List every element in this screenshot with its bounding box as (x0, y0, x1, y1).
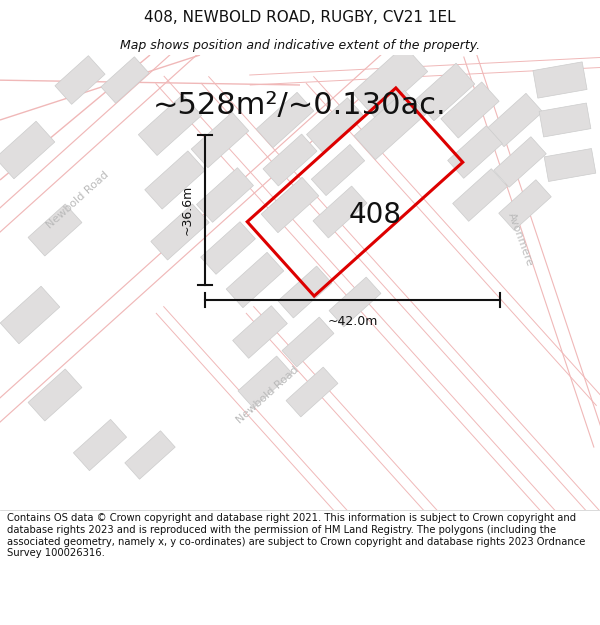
Bar (145, 151, 205, 209)
Bar (200, 222, 256, 274)
Bar (28, 369, 82, 421)
Bar (263, 134, 317, 186)
Bar (452, 169, 508, 221)
Bar (533, 62, 587, 98)
Text: 408: 408 (349, 201, 401, 229)
Bar (191, 112, 249, 168)
Bar (233, 306, 287, 358)
Bar (307, 98, 364, 152)
Bar (499, 180, 551, 230)
Bar (544, 149, 596, 181)
Text: ~36.6m: ~36.6m (181, 185, 193, 235)
Bar (28, 204, 82, 256)
Bar (313, 186, 367, 238)
Bar (256, 92, 314, 148)
Bar (261, 177, 319, 232)
Text: Contains OS data © Crown copyright and database right 2021. This information is : Contains OS data © Crown copyright and d… (7, 514, 586, 558)
Bar (415, 63, 475, 121)
Bar (282, 317, 334, 367)
Bar (73, 419, 127, 471)
Bar (352, 46, 428, 118)
Bar (441, 82, 499, 138)
Bar (494, 137, 546, 188)
Text: Newbold Road: Newbold Road (235, 364, 301, 426)
Bar (55, 56, 105, 104)
Text: Map shows position and indicative extent of the property.: Map shows position and indicative extent… (120, 39, 480, 51)
Bar (238, 356, 292, 408)
Bar (448, 126, 502, 178)
Bar (197, 168, 253, 222)
Bar (311, 144, 365, 196)
Text: ~528m²/~0.130ac.: ~528m²/~0.130ac. (153, 91, 447, 120)
Text: 408, NEWBOLD ROAD, RUGBY, CV21 1EL: 408, NEWBOLD ROAD, RUGBY, CV21 1EL (144, 10, 456, 25)
Text: ~42.0m: ~42.0m (328, 315, 377, 328)
Text: Avonmere: Avonmere (506, 212, 535, 268)
Bar (0, 286, 60, 344)
Bar (286, 367, 338, 417)
Bar (139, 94, 202, 156)
Bar (329, 277, 381, 327)
Bar (125, 431, 175, 479)
Text: Newbold Road: Newbold Road (45, 169, 111, 231)
Bar (278, 266, 332, 318)
Bar (539, 103, 591, 137)
Bar (354, 91, 426, 159)
Bar (151, 204, 209, 260)
Bar (487, 93, 542, 147)
Bar (101, 57, 149, 103)
Bar (226, 253, 284, 308)
Bar (0, 121, 55, 179)
